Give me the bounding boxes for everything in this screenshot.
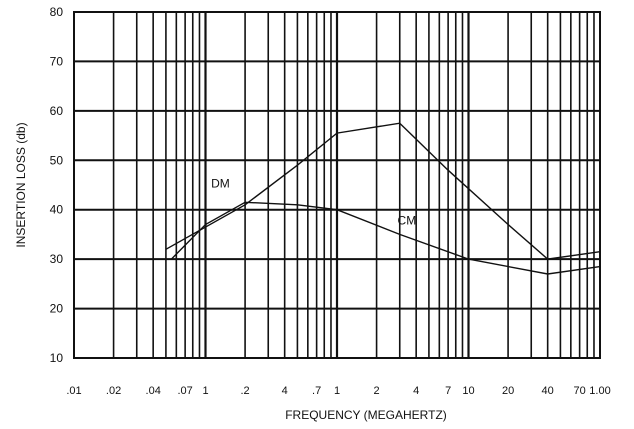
x-tick-label: .04: [146, 385, 161, 397]
y-tick-labels: 10 20 30 40 50 60 70 80: [50, 5, 64, 365]
series-line-cm: [170, 201, 601, 275]
x-tick-label: 1: [202, 385, 208, 397]
x-tick-label: .7: [312, 385, 321, 397]
series-layer: DM CM: [165, 122, 601, 275]
y-axis-label: INSERTION LOSS (db): [14, 122, 28, 247]
x-tick-label: 10: [462, 385, 474, 397]
grid: [74, 11, 600, 359]
y-tick-label: 70: [50, 54, 64, 68]
y-tick-label: 40: [50, 203, 64, 217]
x-tick-label: 1: [334, 385, 340, 397]
x-tick-label: 4: [413, 385, 419, 397]
x-tick-label: 2: [374, 385, 380, 397]
y-tick-label: 60: [50, 104, 64, 118]
plot-frame: [73, 11, 601, 359]
y-tick-label: 50: [50, 153, 64, 167]
x-tick-label: 20: [502, 385, 514, 397]
y-tick-label: 20: [50, 302, 64, 316]
x-tick-label: 70: [574, 385, 586, 397]
x-tick-label: 1.00: [589, 385, 610, 397]
x-tick-label: 7: [445, 385, 451, 397]
x-tick-label: 4: [282, 385, 288, 397]
y-tick-label: 30: [50, 252, 64, 266]
x-tick-label: .07: [177, 385, 192, 397]
x-tick-label: 40: [542, 385, 554, 397]
series-label-dm: DM: [211, 176, 230, 190]
y-tick-label: 80: [50, 5, 64, 19]
y-tick-label: 10: [50, 351, 64, 365]
series-label-cm: CM: [398, 214, 417, 228]
x-axis-label: FREQUENCY (MEGAHERTZ): [285, 408, 447, 422]
x-tick-labels: .01 .02 .04 .07 1 .2 4 .7 1 2 4 7 10 20 40 70 1.00: [66, 385, 610, 397]
series-line-dm: [165, 122, 601, 260]
x-tick-label: .01: [66, 385, 81, 397]
x-tick-label: .2: [240, 385, 249, 397]
x-tick-label: .02: [106, 385, 121, 397]
